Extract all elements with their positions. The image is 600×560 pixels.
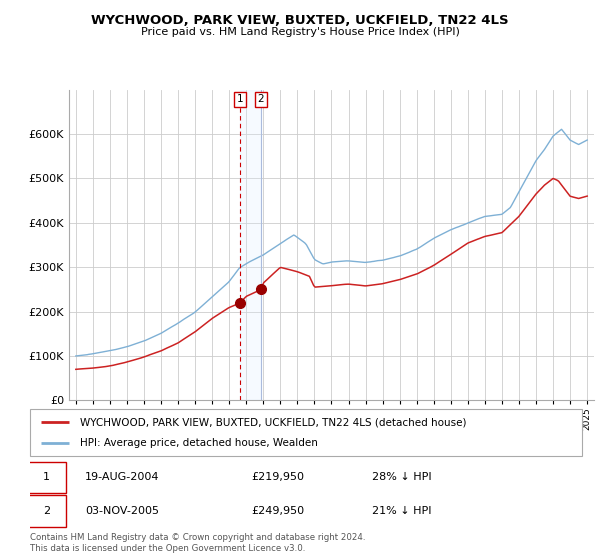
Bar [240, 90, 260, 400]
Text: £249,950: £249,950 [251, 506, 304, 516]
Text: Contains HM Land Registry data © Crown copyright and database right 2024.
This d: Contains HM Land Registry data © Crown c… [30, 533, 365, 553]
Text: 28% ↓ HPI: 28% ↓ HPI [372, 473, 432, 482]
Text: 2: 2 [43, 506, 50, 516]
Text: Price paid vs. HM Land Registry's House Price Index (HPI): Price paid vs. HM Land Registry's House … [140, 27, 460, 37]
FancyBboxPatch shape [27, 462, 66, 493]
Text: 1: 1 [236, 94, 243, 104]
Text: 1: 1 [43, 473, 50, 482]
Text: 03-NOV-2005: 03-NOV-2005 [85, 506, 159, 516]
Text: WYCHWOOD, PARK VIEW, BUXTED, UCKFIELD, TN22 4LS (detached house): WYCHWOOD, PARK VIEW, BUXTED, UCKFIELD, T… [80, 417, 466, 427]
Text: 2: 2 [257, 94, 264, 104]
Text: 19-AUG-2004: 19-AUG-2004 [85, 473, 160, 482]
Text: £219,950: £219,950 [251, 473, 304, 482]
Text: WYCHWOOD, PARK VIEW, BUXTED, UCKFIELD, TN22 4LS: WYCHWOOD, PARK VIEW, BUXTED, UCKFIELD, T… [91, 14, 509, 27]
Text: 21% ↓ HPI: 21% ↓ HPI [372, 506, 432, 516]
Text: HPI: Average price, detached house, Wealden: HPI: Average price, detached house, Weal… [80, 438, 317, 448]
FancyBboxPatch shape [27, 496, 66, 526]
